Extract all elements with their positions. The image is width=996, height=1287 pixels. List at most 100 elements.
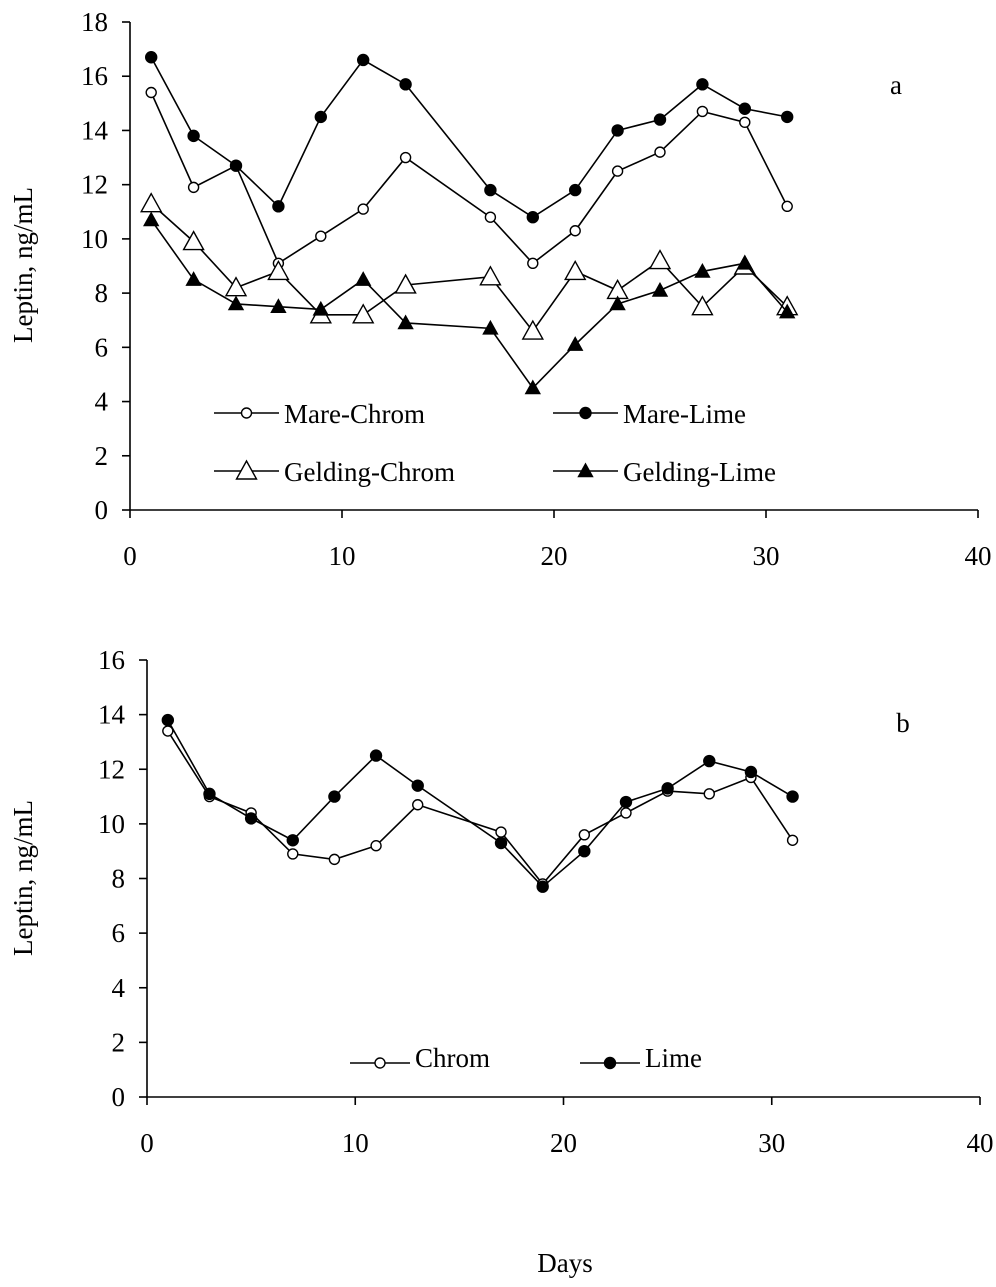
data-point-mare-lime xyxy=(781,110,794,124)
legend-label-mare-lime: Mare-Lime xyxy=(623,399,746,429)
data-point-mare-chrom xyxy=(527,257,539,269)
data-point-mare-lime xyxy=(738,102,751,115)
data-point-gelding-chrom xyxy=(564,259,587,281)
data-point-gelding-chrom xyxy=(182,230,205,251)
legend-label-gelding-chrom: Gelding-Chrom xyxy=(284,457,455,487)
panel-b-x-tick-label: 0 xyxy=(140,1128,154,1158)
series-chrom xyxy=(162,725,799,890)
panel-b-x-tick-label: 10 xyxy=(342,1128,369,1158)
panel-b-y-tick-label: 10 xyxy=(98,809,125,839)
data-point-chrom xyxy=(328,853,341,866)
data-point-lime xyxy=(328,790,341,803)
panel-a-y-tick-label: 16 xyxy=(81,61,108,91)
legend-marker-mare-chrom xyxy=(240,407,253,419)
data-point-chrom xyxy=(412,799,424,811)
data-point-mare-lime xyxy=(187,129,200,143)
chart-panel-a: Leptin, ng/mL a 0 2 4 6 8 10 12 14 16 18 0 10 20 30 40… xyxy=(8,7,992,571)
panel-b-y-tick-label: 6 xyxy=(112,918,126,948)
series-gelding-chrom xyxy=(140,192,799,340)
panel-a-x-tick-label: 10 xyxy=(329,541,356,571)
panel-b-label: b xyxy=(896,708,910,738)
legend-marker-mare-lime xyxy=(579,406,592,420)
data-point-lime xyxy=(286,834,299,847)
data-point-mare-lime xyxy=(696,78,709,91)
panel-b-y-tick-label: 12 xyxy=(98,754,125,784)
data-point-mare-lime xyxy=(272,200,285,213)
legend-item-mare-chrom: Mare-Chrom xyxy=(214,399,425,429)
data-point-lime xyxy=(203,787,216,801)
panel-b-legend: Chrom Lime xyxy=(350,1043,702,1073)
data-point-gelding-lime xyxy=(355,271,372,286)
panel-b-y-tick-label: 4 xyxy=(112,973,126,1003)
series-line-mare-lime xyxy=(150,56,788,219)
data-point-gelding-chrom xyxy=(267,259,290,281)
series-line-gelding-chrom xyxy=(150,203,788,333)
data-point-mare-chrom xyxy=(187,181,200,194)
data-point-gelding-lime xyxy=(736,254,753,270)
data-point-gelding-chrom xyxy=(479,265,502,286)
legend-item-mare-lime: Mare-Lime xyxy=(553,399,746,429)
legend-label-chrom: Chrom xyxy=(415,1043,490,1073)
panel-b-y-tick-label: 2 xyxy=(112,1027,126,1057)
legend-item-lime: Lime xyxy=(580,1043,702,1073)
series-line-gelding-lime xyxy=(150,219,788,390)
panel-a-y-tick-label: 4 xyxy=(95,387,109,417)
data-point-gelding-chrom xyxy=(140,192,163,213)
panel-a-x-tick-label: 40 xyxy=(965,541,992,571)
data-point-lime xyxy=(661,782,674,795)
series-mare-lime xyxy=(144,51,794,224)
series-mare-chrom xyxy=(145,86,793,269)
data-point-gelding-lime xyxy=(694,262,711,278)
panel-b-axes: 0 2 4 6 8 10 12 14 16 0 10 20 30 40 xyxy=(98,645,994,1158)
data-point-chrom xyxy=(703,788,715,800)
data-point-lime xyxy=(619,795,633,809)
legend-label-lime: Lime xyxy=(645,1043,702,1073)
legend-item-gelding-lime: Gelding-Lime xyxy=(553,457,776,487)
panel-a-label: a xyxy=(890,70,902,100)
data-point-mare-chrom xyxy=(611,165,624,177)
data-point-lime xyxy=(786,790,799,803)
data-point-chrom xyxy=(786,834,799,846)
data-point-lime xyxy=(161,713,175,727)
data-point-gelding-chrom xyxy=(521,319,544,340)
data-point-mare-chrom xyxy=(315,230,327,242)
data-point-chrom xyxy=(578,829,591,841)
legend-item-gelding-chrom: Gelding-Chrom xyxy=(214,457,455,487)
panel-a-y-tick-label: 18 xyxy=(81,7,108,37)
data-point-mare-lime xyxy=(399,78,412,91)
data-point-gelding-lime xyxy=(270,298,287,313)
panel-b-y-tick-label: 16 xyxy=(98,645,125,675)
data-point-mare-chrom xyxy=(357,203,369,215)
data-point-mare-chrom xyxy=(145,86,157,99)
panel-a-y-axis-title: Leptin, ng/mL xyxy=(8,187,38,343)
legend-marker-gelding-lime xyxy=(577,462,594,478)
panel-b-x-tick-label: 40 xyxy=(967,1128,994,1158)
legend-item-chrom: Chrom xyxy=(350,1043,490,1073)
data-point-lime xyxy=(744,765,758,779)
data-point-gelding-chrom xyxy=(648,249,672,270)
series-lime xyxy=(161,713,799,893)
panel-a-y-tick-label: 2 xyxy=(95,441,109,471)
data-point-mare-lime xyxy=(229,159,243,172)
panel-a-y-tick-label: 8 xyxy=(95,278,109,308)
series-line-mare-chrom xyxy=(150,92,788,265)
data-point-gelding-chrom xyxy=(691,295,714,316)
legend-marker-gelding-chrom xyxy=(235,459,258,480)
data-point-mare-lime xyxy=(484,183,497,197)
panel-b-series xyxy=(161,713,799,893)
data-point-chrom xyxy=(495,826,507,838)
data-point-lime xyxy=(369,749,383,762)
data-point-lime xyxy=(411,779,424,792)
data-point-mare-lime xyxy=(611,124,624,137)
panel-b-x-axis-title: Days xyxy=(537,1248,593,1278)
data-point-mare-chrom xyxy=(399,151,412,164)
data-point-mare-chrom xyxy=(739,116,751,129)
data-point-gelding-lime xyxy=(185,271,202,286)
data-point-mare-chrom xyxy=(569,225,581,237)
panel-b-x-tick-label: 20 xyxy=(550,1128,577,1158)
data-point-mare-chrom xyxy=(484,211,497,223)
panel-a-x-tick-label: 20 xyxy=(541,541,568,571)
panel-a-y-tick-label: 6 xyxy=(95,332,109,362)
legend-marker-lime xyxy=(603,1056,617,1070)
